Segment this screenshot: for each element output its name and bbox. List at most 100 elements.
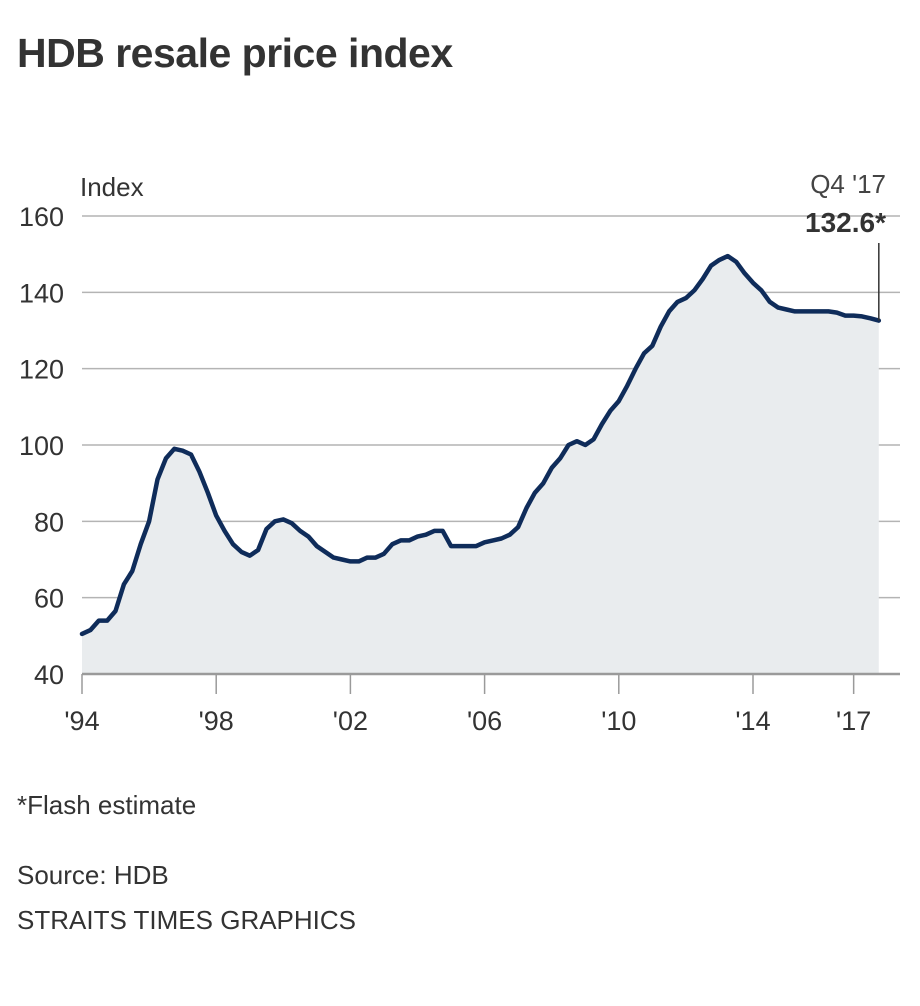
- data-point-1998.75: [239, 550, 243, 554]
- y-tick-label-140: 140: [19, 278, 64, 308]
- data-point-2012.5: [701, 277, 705, 281]
- data-point-2010.25: [625, 384, 629, 388]
- data-point-2013.5: [734, 260, 738, 264]
- data-point-1995.75: [139, 542, 143, 546]
- credit-note: STRAITS TIMES GRAPHICS: [17, 905, 357, 935]
- data-point-2006.75: [508, 533, 512, 537]
- data-point-2013: [717, 258, 721, 262]
- data-point-1994.5: [97, 619, 101, 623]
- data-point-2012.25: [692, 288, 696, 292]
- data-point-2000: [281, 517, 285, 521]
- data-point-2014: [751, 281, 755, 285]
- data-point-2003.25: [390, 542, 394, 546]
- data-point-2004: [416, 535, 420, 539]
- data-point-2000.5: [298, 529, 302, 533]
- data-point-2011: [650, 344, 654, 348]
- data-point-1999.75: [273, 519, 277, 523]
- data-point-2005.75: [474, 544, 478, 548]
- data-point-2011.75: [676, 300, 680, 304]
- data-point-2017: [852, 314, 856, 318]
- data-point-2008: [550, 466, 554, 470]
- data-point-2007.5: [533, 491, 537, 495]
- data-point-2015.5: [801, 309, 805, 313]
- data-point-2006.25: [491, 538, 495, 542]
- data-point-2007.75: [541, 481, 545, 485]
- data-point-2001.75: [340, 558, 344, 562]
- data-point-2011.5: [667, 309, 671, 313]
- data-point-2014.25: [759, 288, 763, 292]
- annotation-value: 132.6*: [805, 207, 886, 238]
- chart-title: HDB resale price index: [17, 30, 453, 76]
- data-point-1997: [181, 449, 185, 453]
- data-point-1994.75: [105, 619, 109, 623]
- y-tick-label-160: 160: [19, 202, 64, 232]
- footnote: *Flash estimate: [17, 790, 197, 820]
- data-point-1995.5: [130, 569, 134, 573]
- data-point-2015.25: [793, 309, 797, 313]
- data-point-2006.5: [499, 537, 503, 541]
- data-point-2016.5: [835, 311, 839, 315]
- data-point-2005.5: [466, 544, 470, 548]
- source-note: Source: HDB: [17, 860, 169, 890]
- data-point-2009: [583, 443, 587, 447]
- x-axis-tick-labels: '94 '98 '02 '06 '10 '14 '17: [64, 706, 871, 736]
- data-point-1996.25: [156, 477, 160, 481]
- x-tick-label-2010: '10: [601, 706, 636, 736]
- data-point-1997.75: [206, 491, 210, 495]
- data-point-2008.5: [567, 443, 571, 447]
- data-point-1997.25: [189, 453, 193, 457]
- y-tick-label-40: 40: [34, 660, 64, 690]
- x-tick-label-2006: '06: [467, 706, 502, 736]
- data-point-2002.25: [357, 559, 361, 563]
- x-tick-label-2017: '17: [836, 706, 871, 736]
- data-point-2009.5: [600, 422, 604, 426]
- area-fill: [82, 256, 879, 674]
- data-point-1996.75: [172, 447, 176, 451]
- y-tick-label-100: 100: [19, 431, 64, 461]
- data-point-2011.25: [659, 325, 663, 329]
- x-axis: [81, 672, 900, 694]
- data-point-1999.25: [256, 548, 260, 552]
- data-point-2016.25: [827, 309, 831, 313]
- data-point-2007.25: [525, 506, 529, 510]
- data-point-2004.5: [432, 529, 436, 533]
- data-point-2002.5: [365, 556, 369, 560]
- data-point-2014.75: [776, 306, 780, 310]
- y-tick-label-120: 120: [19, 355, 64, 385]
- x-tick-label-1994: '94: [64, 706, 99, 736]
- data-point-2001.5: [332, 556, 336, 560]
- data-point-2008.25: [558, 456, 562, 460]
- data-point-2005: [449, 544, 453, 548]
- annotation-period: Q4 '17: [810, 169, 886, 199]
- data-point-1994.25: [88, 628, 92, 632]
- line-chart: 40 60 80 100 120 140 160 '94 '98 '02 '06 '10 '14 '17…: [19, 169, 900, 736]
- data-point-1995.25: [122, 582, 126, 586]
- data-point-2007: [516, 525, 520, 529]
- data-point-2000.75: [307, 535, 311, 539]
- data-point-2000.25: [290, 521, 294, 525]
- data-point-2012: [684, 296, 688, 300]
- data-point-1998.5: [231, 542, 235, 546]
- data-point-2013.75: [743, 271, 747, 275]
- data-point-2003.75: [407, 538, 411, 542]
- x-tick-label-2014: '14: [735, 706, 770, 736]
- x-tick-label-2002: '02: [333, 706, 368, 736]
- data-point-2012.75: [709, 264, 713, 268]
- data-point-2002: [348, 559, 352, 563]
- data-point-1994: [80, 632, 84, 636]
- data-point-2017.25: [860, 314, 864, 318]
- data-point-2010.75: [642, 351, 646, 355]
- data-point-2001: [315, 544, 319, 548]
- data-point-2014.5: [768, 300, 772, 304]
- series-line: [79, 253, 882, 637]
- data-point-2003.5: [399, 538, 403, 542]
- data-point-1999: [248, 554, 252, 558]
- data-point-2017.5: [868, 316, 872, 320]
- data-point-1998: [214, 514, 218, 518]
- data-point-1999.5: [265, 527, 269, 531]
- data-point-1996: [147, 519, 151, 523]
- x-tick-label-1998: '98: [199, 706, 234, 736]
- y-axis-label: Index: [80, 172, 144, 202]
- data-point-1997.5: [197, 470, 201, 474]
- data-point-1996.5: [164, 456, 168, 460]
